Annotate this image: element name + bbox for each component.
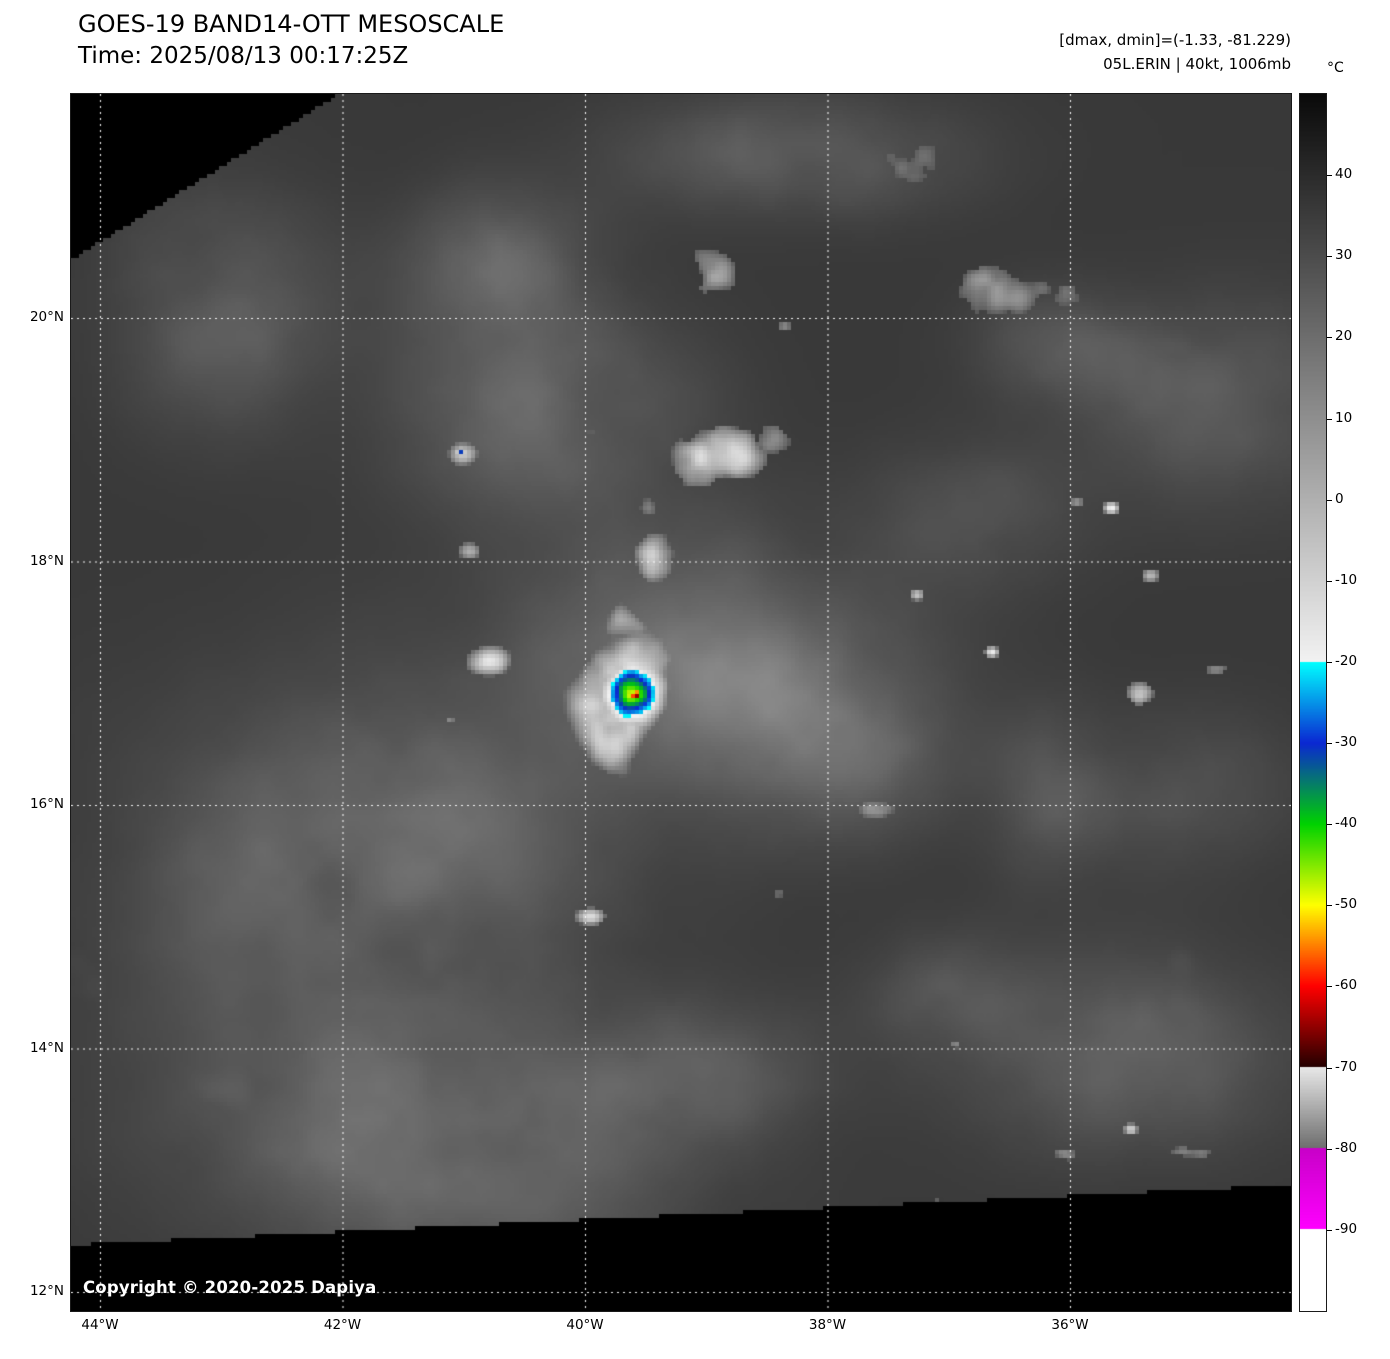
lon-tick-label: 36°W bbox=[1051, 1317, 1089, 1333]
colorbar-tick-label: -90 bbox=[1335, 1220, 1358, 1237]
lon-tick-label: 38°W bbox=[808, 1317, 847, 1333]
colorbar-tick bbox=[1327, 580, 1332, 582]
colorbar-tick bbox=[1327, 824, 1332, 826]
colorbar-tick bbox=[1327, 986, 1332, 988]
colorbar-tick-label: -40 bbox=[1335, 815, 1358, 832]
product-title: GOES-19 BAND14-OTT MESOSCALE bbox=[78, 10, 505, 38]
temperature-colorbar bbox=[1299, 93, 1327, 1312]
colorbar-tick bbox=[1327, 256, 1332, 258]
satellite-ir-image bbox=[71, 94, 1291, 1311]
colorbar-tick-label: 20 bbox=[1335, 328, 1353, 345]
colorbar-tick bbox=[1327, 337, 1332, 339]
colorbar-tick bbox=[1327, 1067, 1332, 1069]
colorbar-tick-label: -60 bbox=[1335, 977, 1358, 994]
colorbar-tick-label: -80 bbox=[1335, 1139, 1358, 1156]
dmax-dmin-readout: [dmax, dmin]=(-1.33, -81.229) bbox=[1059, 31, 1291, 49]
map-frame: Copyright © 2020-2025 Dapiya bbox=[70, 93, 1292, 1312]
colorbar-tick-label: 40 bbox=[1335, 166, 1353, 183]
colorbar-tick bbox=[1327, 418, 1332, 420]
colorbar-tick-label: 0 bbox=[1335, 490, 1344, 507]
colorbar-tick-label: 10 bbox=[1335, 409, 1353, 426]
colorbar-tick-label: -50 bbox=[1335, 896, 1358, 913]
lat-tick-label: 20°N bbox=[29, 309, 64, 325]
lat-tick-label: 12°N bbox=[29, 1283, 64, 1299]
colorbar-tick-label: -20 bbox=[1335, 652, 1358, 669]
lat-tick-label: 16°N bbox=[29, 796, 64, 812]
colorbar-tick-label: -70 bbox=[1335, 1058, 1358, 1075]
colorbar-tick bbox=[1327, 905, 1332, 907]
storm-info: 05L.ERIN | 40kt, 1006mb bbox=[1103, 55, 1291, 73]
colorbar-tick bbox=[1327, 661, 1332, 663]
copyright-watermark: Copyright © 2020-2025 Dapiya bbox=[83, 1278, 377, 1297]
colorbar-tick bbox=[1327, 1229, 1332, 1231]
colorbar-tick bbox=[1327, 499, 1332, 501]
colorbar-tick bbox=[1327, 175, 1332, 177]
colorbar-tick-label: 30 bbox=[1335, 247, 1353, 264]
colorbar-tick-label: -30 bbox=[1335, 734, 1358, 751]
lon-tick-label: 44°W bbox=[81, 1317, 119, 1333]
lat-tick-label: 18°N bbox=[29, 552, 64, 569]
colorbar-tick bbox=[1327, 1148, 1332, 1150]
timestamp: Time: 2025/08/13 00:17:25Z bbox=[78, 43, 409, 69]
colorbar-unit-label: °C bbox=[1327, 60, 1344, 76]
lon-tick-label: 40°W bbox=[566, 1317, 604, 1333]
lat-tick-label: 14°N bbox=[29, 1039, 64, 1056]
lon-tick-label: 42°W bbox=[323, 1317, 362, 1333]
colorbar-tick bbox=[1327, 743, 1332, 745]
colorbar-tick-label: -10 bbox=[1335, 571, 1358, 588]
